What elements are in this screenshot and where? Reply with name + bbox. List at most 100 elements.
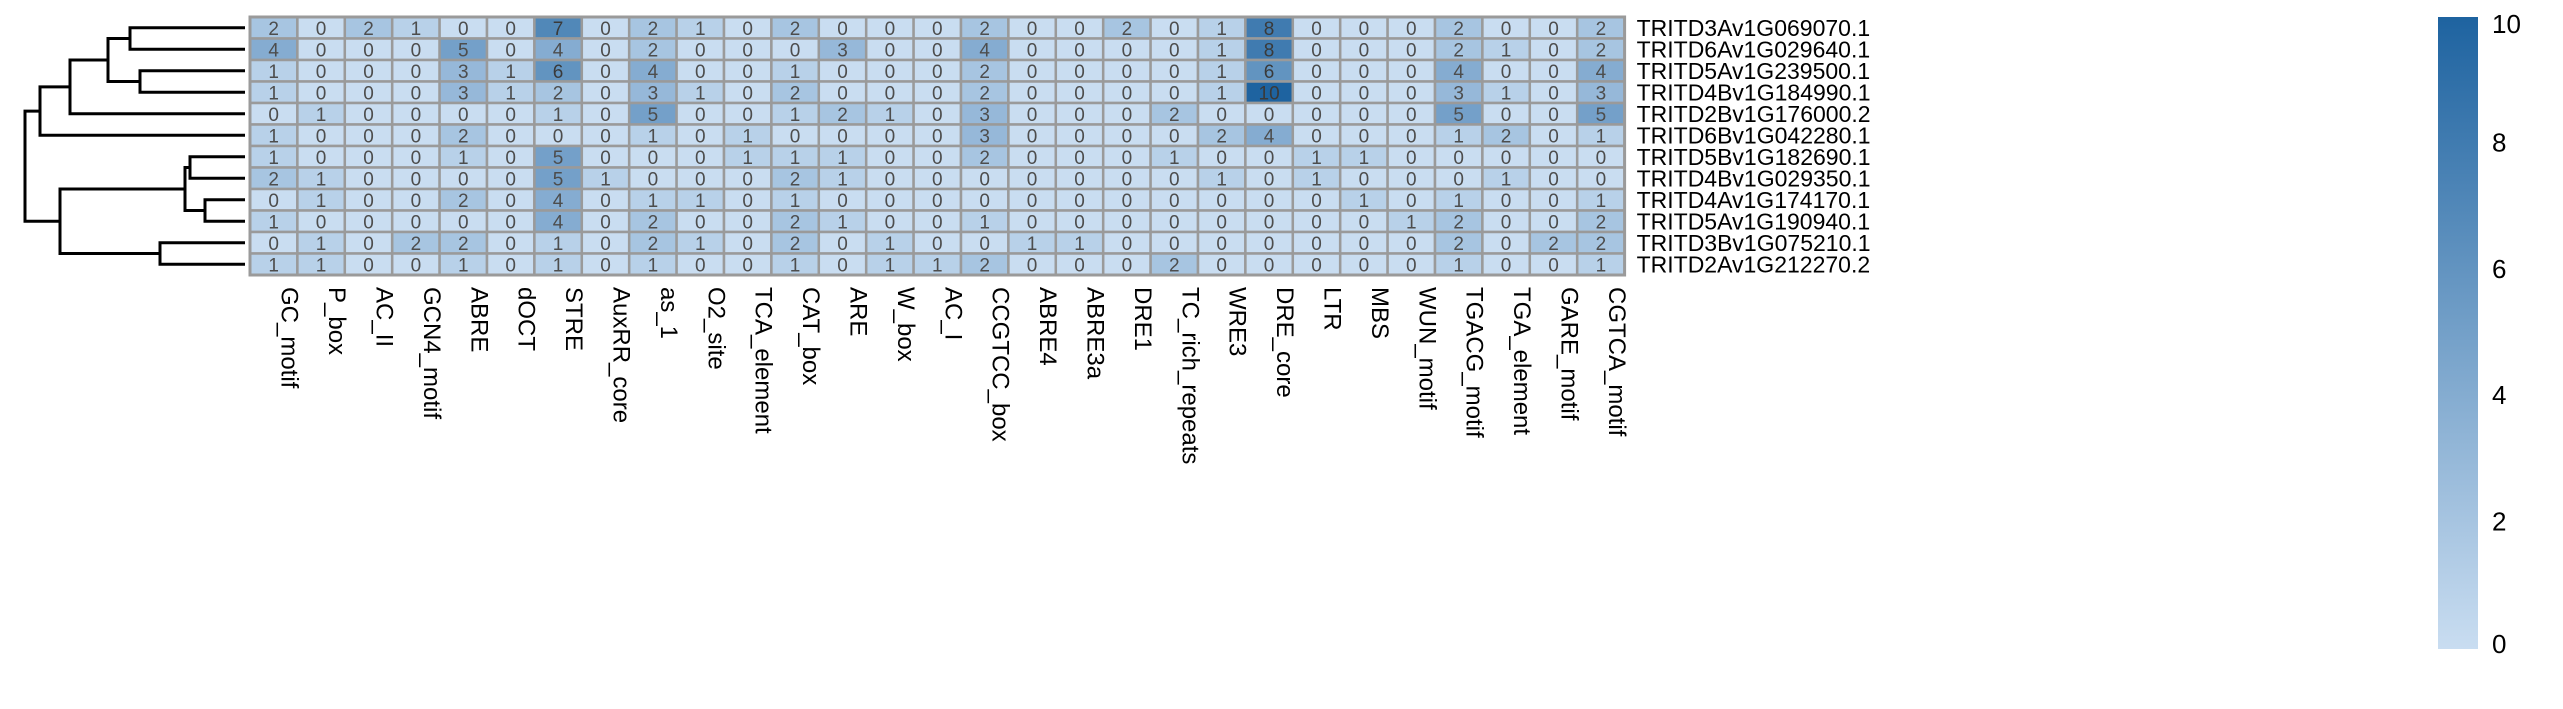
cell-value-label: 0 — [600, 62, 611, 83]
cell-value-label: 0 — [979, 191, 990, 212]
cell-value-label: 1 — [790, 148, 801, 169]
column-label: TCA_element — [750, 287, 777, 434]
cell-value-label: 0 — [363, 40, 374, 61]
cell-value-label: 0 — [1074, 19, 1085, 40]
cell-value-label: 1 — [790, 105, 801, 126]
cell-value-label: 1 — [1216, 40, 1227, 61]
cell-value-label: 0 — [695, 169, 706, 190]
cell-value-label: 0 — [932, 234, 943, 255]
cell-value-label: 2 — [458, 126, 469, 147]
row-label: TRITD2Bv1G176000.2 — [1637, 101, 1871, 127]
dendrogram-branch — [183, 166, 205, 212]
cell-value-label: 1 — [648, 191, 659, 212]
cell-value-label: 0 — [411, 83, 422, 104]
cell-value-label: 0 — [363, 148, 374, 169]
cell-value-label: 0 — [1406, 191, 1417, 212]
cell-value-label: 2 — [790, 19, 801, 40]
cell-value-label: 0 — [1122, 212, 1133, 233]
cell-value-label: 1 — [885, 255, 896, 276]
cell-value-label: 1 — [1406, 212, 1417, 233]
cell-value-label: 0 — [505, 126, 516, 147]
cell-value-label: 1 — [979, 212, 990, 233]
cell-value-label: 2 — [1596, 19, 1607, 40]
cell-value-label: 2 — [790, 234, 801, 255]
cell-value-label: 0 — [1311, 126, 1322, 147]
cell-value-label: 0 — [1264, 191, 1275, 212]
cell-value-label: 0 — [1406, 83, 1417, 104]
cell-value-label: 0 — [505, 234, 516, 255]
cell-value-label: 7 — [553, 19, 564, 40]
cell-value-label: 0 — [742, 40, 753, 61]
cell-value-label: 0 — [1359, 62, 1370, 83]
cell-value-label: 0 — [932, 191, 943, 212]
column-label: CGTCA_motif — [1603, 287, 1630, 437]
cell-value-label: 1 — [1453, 191, 1464, 212]
cell-value-label: 1 — [316, 169, 327, 190]
cell-value-label: 0 — [600, 255, 611, 276]
cell-value-label: 0 — [885, 212, 896, 233]
cell-value-label: 2 — [648, 234, 659, 255]
cell-value-label: 0 — [837, 191, 848, 212]
cell-value-label: 1 — [553, 234, 564, 255]
row-label: TRITD5Av1G190940.1 — [1637, 208, 1871, 234]
colorbar-tick-label: 8 — [2492, 127, 2506, 157]
cell-value-label: 0 — [505, 169, 516, 190]
dendrogram-branch — [128, 26, 245, 51]
cell-value-label: 4 — [1264, 126, 1275, 147]
cell-value-label: 2 — [979, 83, 990, 104]
cell-value-label: 0 — [363, 83, 374, 104]
cell-value-label: 1 — [648, 255, 659, 276]
cell-value-label: 1 — [553, 105, 564, 126]
cell-value-label: 0 — [1359, 169, 1370, 190]
cell-value-label: 0 — [837, 83, 848, 104]
cell-value-label: 1 — [505, 62, 516, 83]
cell-value-label: 0 — [363, 234, 374, 255]
cell-value-label: 0 — [1122, 234, 1133, 255]
cell-value-label: 2 — [363, 19, 374, 40]
cell-value-label: 0 — [1501, 19, 1512, 40]
cell-value-label: 0 — [600, 191, 611, 212]
cell-value-label: 8 — [1264, 40, 1275, 61]
cell-value-label: 0 — [932, 105, 943, 126]
colorbar-legend: 0 2 4 6 8 10 — [2438, 9, 2521, 659]
cell-value-label: 1 — [316, 234, 327, 255]
column-label: O2_site — [702, 287, 729, 370]
cell-value-label: 8 — [1264, 19, 1275, 40]
cell-value-label: 0 — [1216, 234, 1227, 255]
cell-value-label: 0 — [742, 105, 753, 126]
column-label: dOCT — [513, 287, 540, 351]
cell-value-label: 0 — [1169, 40, 1180, 61]
cell-value-label: 1 — [1216, 83, 1227, 104]
column-label: CCGTCC_box — [987, 287, 1014, 442]
cell-value-label: 0 — [268, 234, 279, 255]
cell-value-label: 2 — [268, 19, 279, 40]
cell-value-label: 2 — [1501, 126, 1512, 147]
cell-value-label: 0 — [885, 19, 896, 40]
cell-value-label: 1 — [695, 234, 706, 255]
cell-value-label: 0 — [1548, 169, 1559, 190]
cell-value-label: 0 — [885, 40, 896, 61]
column-label: ABRE — [465, 287, 492, 352]
cell-value-label: 2 — [979, 148, 990, 169]
cell-value-label: 2 — [458, 234, 469, 255]
cell-value-label: 0 — [600, 148, 611, 169]
cell-value-label: 0 — [695, 126, 706, 147]
colorbar-tick-label: 2 — [2492, 507, 2506, 537]
cell-value-label: 1 — [1311, 169, 1322, 190]
cell-value-label: 0 — [1027, 255, 1038, 276]
cell-value-label: 0 — [411, 169, 422, 190]
cell-value-label: 0 — [1406, 234, 1417, 255]
dendrogram-branch — [68, 58, 245, 116]
cell-value-label: 0 — [363, 212, 374, 233]
column-label: DRE_core — [1271, 287, 1298, 398]
cell-value-label: 0 — [1122, 62, 1133, 83]
cell-value-label: 1 — [316, 255, 327, 276]
cell-value-label: 0 — [1122, 191, 1133, 212]
cell-value-label: 0 — [1359, 19, 1370, 40]
cell-value-label: 0 — [363, 191, 374, 212]
cell-value-label: 0 — [1311, 83, 1322, 104]
cell-value-label: 2 — [1596, 234, 1607, 255]
cell-value-label: 0 — [363, 126, 374, 147]
cell-value-label: 0 — [790, 40, 801, 61]
